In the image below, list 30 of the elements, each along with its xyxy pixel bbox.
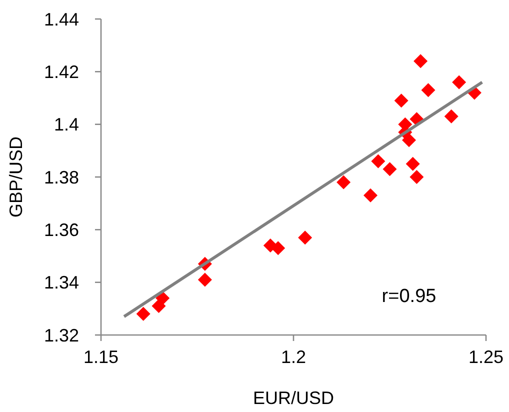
- point: [382, 162, 397, 176]
- point: [371, 154, 386, 168]
- point: [198, 272, 212, 287]
- point: [156, 291, 170, 306]
- x-tick-label: 1.15: [83, 347, 119, 367]
- x-tick-label: 1.25: [468, 347, 504, 367]
- point: [394, 94, 408, 108]
- y-tick-label: 1.42: [44, 62, 79, 82]
- y-tick-label: 1.44: [44, 9, 79, 30]
- y-tick-label: 1.4: [54, 114, 79, 135]
- x-axis-title: EUR/USD: [252, 388, 334, 408]
- point: [444, 109, 458, 124]
- point: [271, 241, 286, 256]
- y-tick-label: 1.32: [44, 325, 79, 346]
- point: [336, 175, 351, 190]
- point: [452, 75, 466, 90]
- y-axis-title: GBP/USD: [6, 136, 26, 218]
- annotation: r=0.95: [382, 286, 436, 307]
- y-tick-label: 1.38: [44, 167, 79, 188]
- y-tick-label: 1.34: [44, 272, 79, 293]
- point: [414, 54, 428, 68]
- point: [421, 83, 436, 98]
- point: [402, 133, 416, 148]
- point: [364, 188, 378, 202]
- point: [410, 170, 424, 184]
- y-tick-label: 1.36: [44, 220, 79, 240]
- x-tick-label: 1.2: [280, 347, 306, 367]
- point: [298, 230, 312, 245]
- point: [406, 156, 420, 171]
- point: [136, 306, 150, 321]
